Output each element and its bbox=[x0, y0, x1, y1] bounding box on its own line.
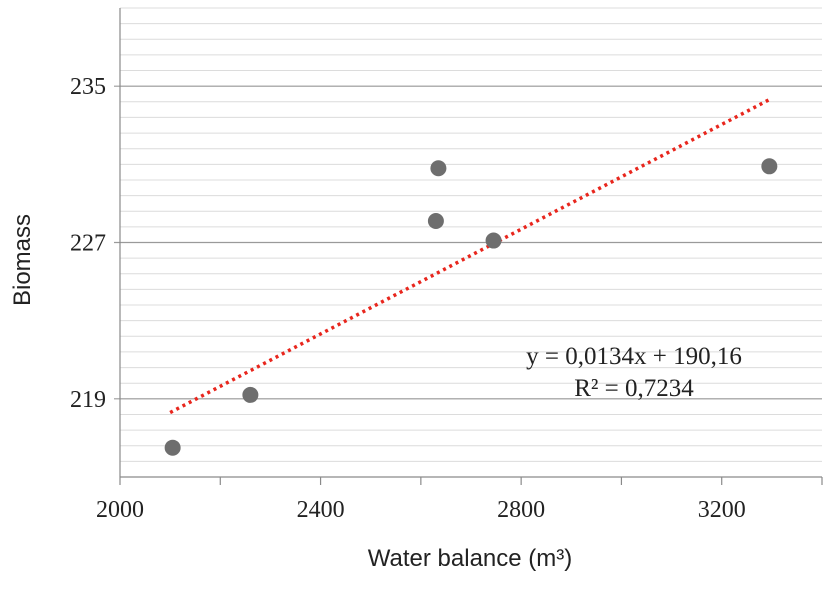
r-squared-label: R² = 0,7234 bbox=[574, 375, 694, 402]
x-tick-label: 2800 bbox=[497, 497, 545, 523]
y-tick-label: 219 bbox=[70, 387, 106, 413]
gridlines bbox=[114, 7, 822, 462]
data-point bbox=[430, 160, 447, 177]
data-point bbox=[164, 439, 181, 456]
equation-label: y = 0,0134x + 190,16 bbox=[526, 343, 742, 370]
tick-labels: 2000 2400 2800 3200 219 227 235 bbox=[70, 74, 746, 523]
trendline-group bbox=[169, 96, 773, 415]
data-point bbox=[242, 386, 259, 403]
x-axis-title: Water balance (m³) bbox=[368, 545, 573, 572]
data-points bbox=[164, 158, 778, 456]
trendline bbox=[169, 96, 773, 415]
data-point bbox=[485, 232, 502, 249]
data-point bbox=[761, 158, 778, 175]
x-tick-label: 2400 bbox=[297, 497, 345, 523]
x-tick-label: 3200 bbox=[698, 497, 746, 523]
data-point bbox=[427, 213, 444, 230]
y-tick-label: 235 bbox=[70, 74, 106, 100]
axes bbox=[119, 8, 823, 485]
x-tick-label: 2000 bbox=[96, 497, 144, 523]
y-axis-title: Biomass bbox=[9, 214, 36, 306]
y-tick-label: 227 bbox=[70, 231, 106, 257]
